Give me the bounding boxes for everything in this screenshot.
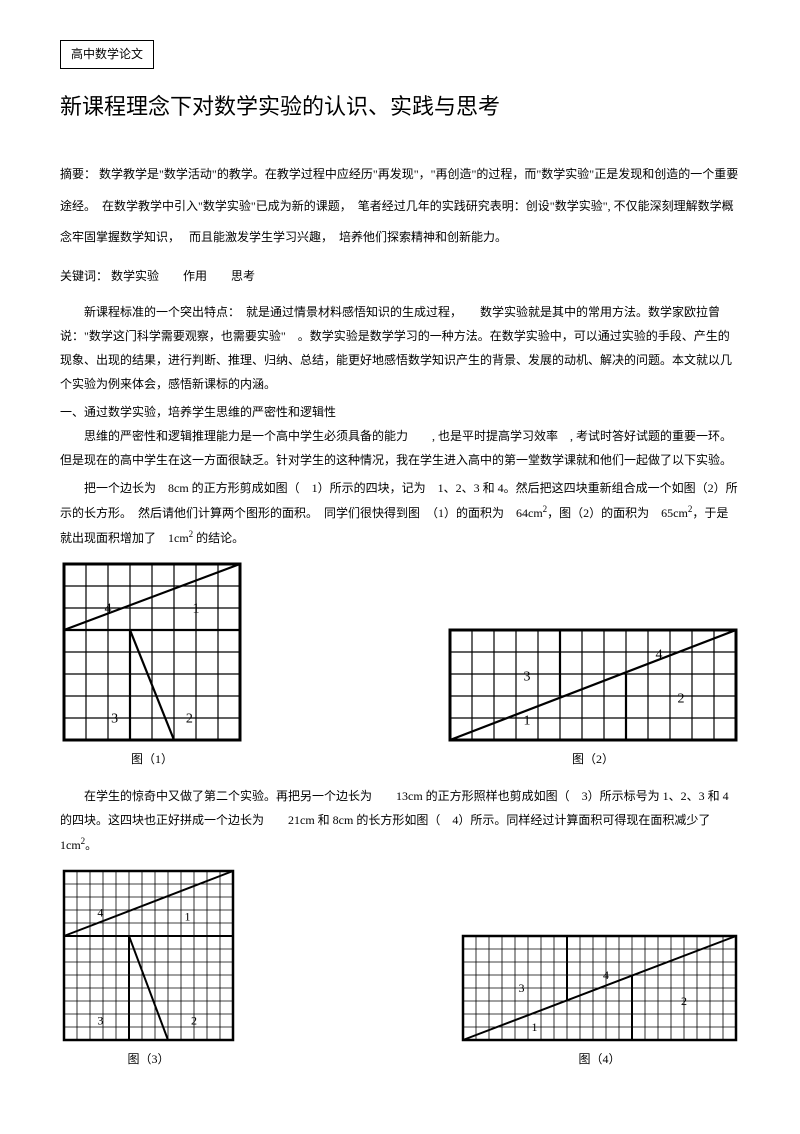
page-title: 新课程理念下对数学实验的认识、实践与思考 (60, 89, 740, 124)
figure-4-caption: 图（4） (578, 1050, 620, 1069)
svg-text:1: 1 (532, 1020, 538, 1034)
svg-text:4: 4 (105, 602, 112, 617)
abstract: 摘要： 数学教学是"数学活动"的教学。在教学过程中应经历"再发现"，"再创造"的… (60, 159, 740, 253)
abstract-text: 数学教学是"数学活动"的教学。在教学过程中应经历"再发现"，"再创造"的过程，而… (60, 167, 738, 243)
svg-text:3: 3 (519, 981, 525, 995)
svg-text:2: 2 (191, 1014, 197, 1028)
keywords-text: 数学实验 作用 思考 (111, 269, 255, 283)
svg-text:3: 3 (97, 1014, 103, 1028)
paragraph-4: 在学生的惊奇中又做了第二个实验。再把另一个边长为 13cm 的正方形照样也剪成如… (60, 784, 740, 857)
figures-row-2: 4 1 3 2 图（3） 3 4 1 2 图（4） (60, 867, 740, 1069)
keywords: 关键词： 数学实验 作用 思考 (60, 261, 740, 292)
svg-text:1: 1 (524, 714, 531, 729)
p4-seg-a: 在学生的惊奇中又做了第二个实验。再把另一个边长为 13cm 的正方形照样也剪成如… (60, 789, 729, 852)
svg-text:1: 1 (185, 910, 191, 924)
svg-text:4: 4 (97, 906, 103, 920)
figure-1-caption: 图（1） (131, 750, 173, 769)
figure-3: 4 1 3 2 图（3） (60, 867, 237, 1069)
p3-seg-b: ，图（2）的面积为 65cm (547, 506, 688, 520)
figure-4-svg: 3 4 1 2 (459, 932, 740, 1044)
svg-text:3: 3 (524, 670, 531, 685)
p4-seg-b: 。 (85, 838, 97, 852)
paragraph-3: 把一个边长为 8cm 的正方形剪成如图（ 1）所示的四块，记为 1、2、3 和 … (60, 476, 740, 550)
svg-text:4: 4 (603, 968, 609, 982)
abstract-label: 摘要： (60, 167, 96, 181)
svg-text:3: 3 (111, 712, 118, 727)
svg-text:2: 2 (681, 994, 687, 1008)
figure-2-caption: 图（2） (572, 750, 614, 769)
category-tag: 高中数学论文 (60, 40, 154, 69)
paragraph-1: 新课程标准的一个突出特点： 就是通过情景材料感悟知识的生成过程， 数学实验就是其… (60, 300, 740, 396)
figure-2: 3 4 1 2 图（2） (446, 626, 740, 769)
keywords-label: 关键词： (60, 269, 108, 283)
figure-1: 4 1 3 2 图（1） (60, 560, 244, 769)
p3-seg-d: 的结论。 (193, 531, 244, 545)
figure-4: 3 4 1 2 图（4） (459, 932, 740, 1069)
svg-text:4: 4 (656, 648, 663, 663)
figures-row-1: 4 1 3 2 图（1） 3 4 1 2 图（2） (60, 560, 740, 769)
svg-text:2: 2 (186, 712, 193, 727)
svg-text:1: 1 (193, 602, 200, 617)
svg-text:2: 2 (678, 692, 685, 707)
section-heading-1: 一、通过数学实验，培养学生思维的严密性和逻辑性 (60, 400, 740, 424)
figure-3-caption: 图（3） (127, 1050, 169, 1069)
paragraph-2: 思维的严密性和逻辑推理能力是一个高中学生必须具备的能力 , 也是平时提高学习效率… (60, 424, 740, 472)
figure-3-svg: 4 1 3 2 (60, 867, 237, 1044)
figure-2-svg: 3 4 1 2 (446, 626, 740, 744)
figure-1-svg: 4 1 3 2 (60, 560, 244, 744)
